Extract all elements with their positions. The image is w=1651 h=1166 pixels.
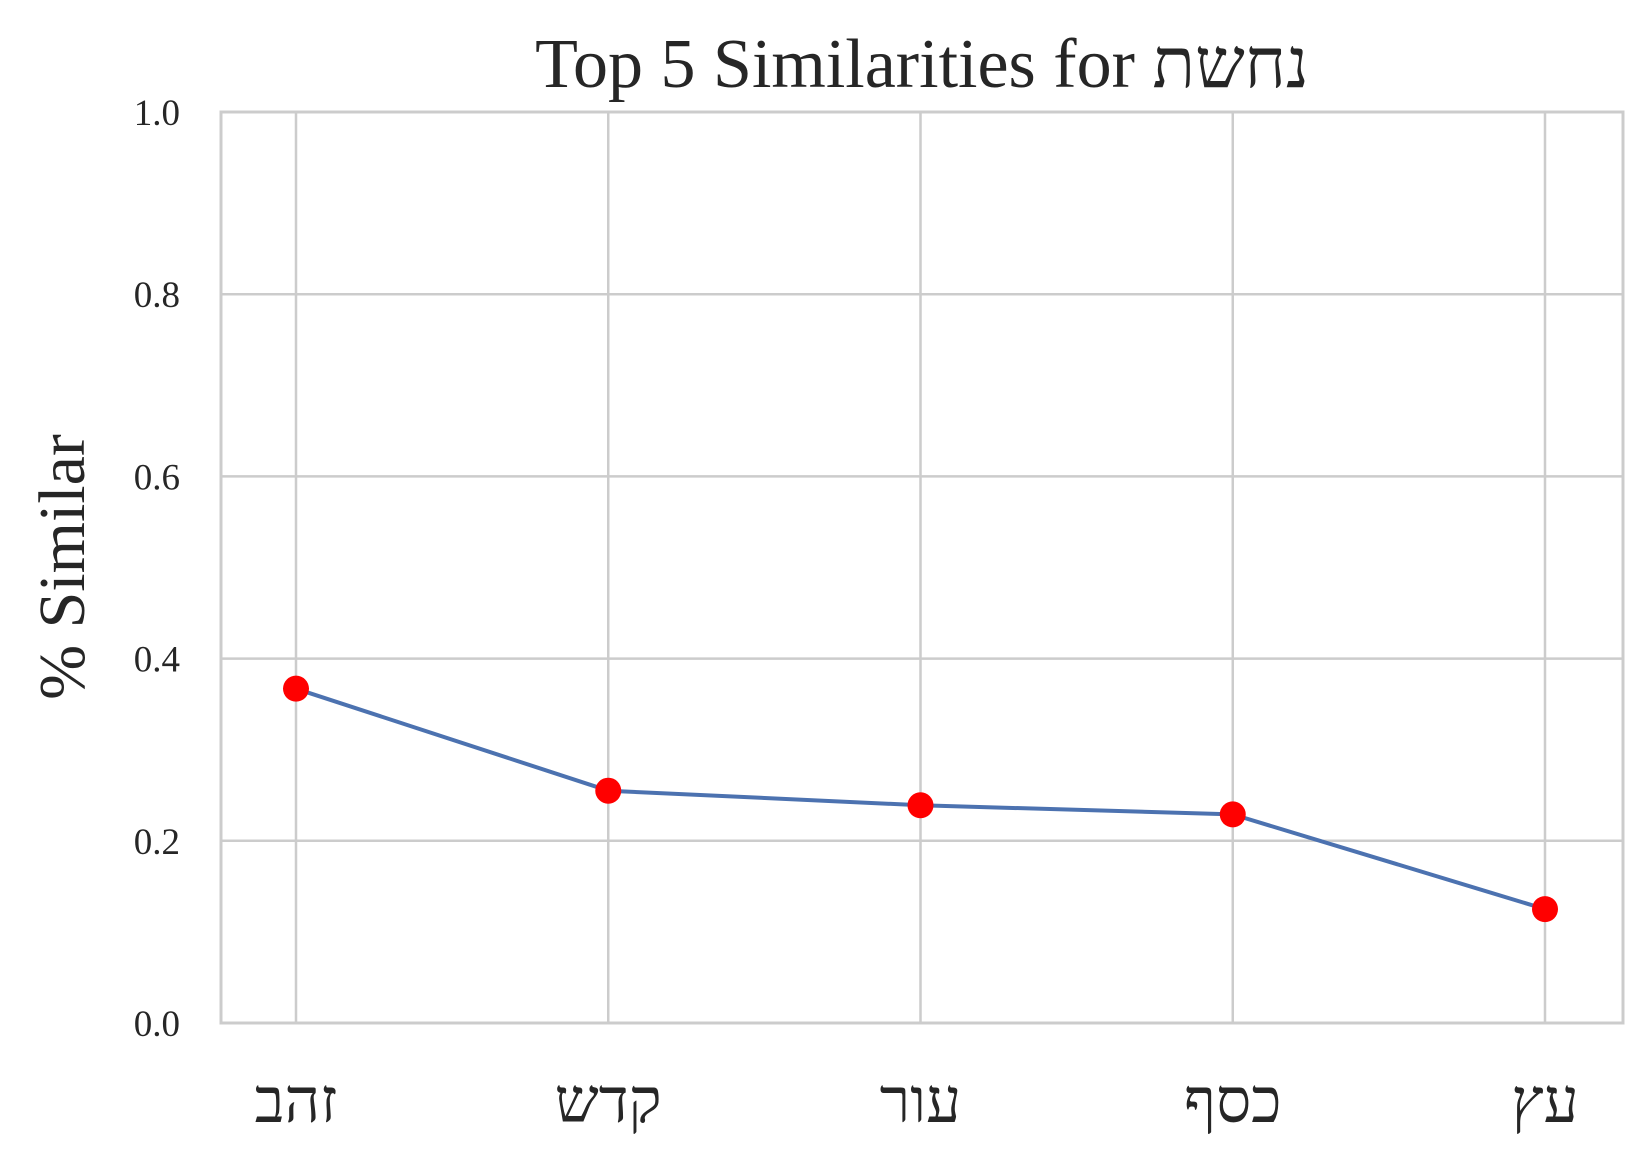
data-point	[595, 777, 622, 804]
x-axis: זהב קדש עור כסף עץ	[255, 1064, 1579, 1137]
y-tick-label: 1.0	[134, 93, 180, 134]
y-tick-label: 0.2	[134, 822, 180, 863]
y-tick-label: 0.8	[134, 275, 180, 316]
data-point	[907, 792, 934, 819]
y-axis: 0.0 0.2 0.4 0.6 0.8 1.0	[134, 93, 180, 1045]
data-point	[283, 675, 309, 702]
plot-frame	[219, 110, 1625, 1025]
series	[283, 675, 1558, 923]
x-tick-label: כסף	[1184, 1064, 1282, 1137]
y-tick-label: 0.6	[134, 457, 180, 498]
x-tick-label: זהב	[255, 1064, 338, 1137]
y-tick-label: 0.4	[134, 640, 180, 681]
grid	[221, 110, 1623, 1025]
x-tick-label: עץ	[1511, 1064, 1578, 1137]
x-tick-label: עור	[880, 1064, 961, 1137]
x-tick-label: קדש	[555, 1064, 662, 1137]
chart-title: Top 5 Similarities for נחשת	[535, 26, 1309, 103]
data-point	[1219, 801, 1246, 828]
y-tick-label: 0.0	[134, 1004, 180, 1045]
data-point	[1532, 896, 1558, 923]
y-axis-label: % Similar	[26, 434, 99, 700]
